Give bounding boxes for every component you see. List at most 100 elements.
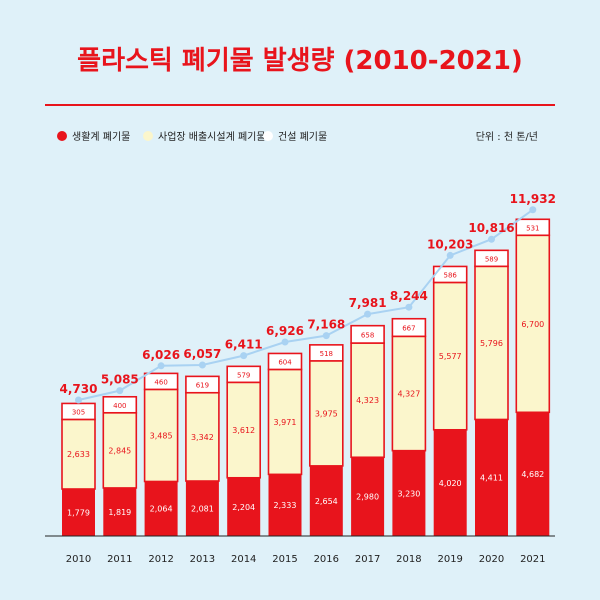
bar-segment-1-2021 [515, 234, 551, 414]
value-label-2-2017: 658 [361, 331, 374, 339]
value-label-1-2016: 3,975 [315, 409, 338, 418]
value-label-0-2014: 2,204 [232, 503, 255, 512]
bar-2021: 4,682 6,700 531 [515, 218, 551, 536]
bar-segment-2-2013 [185, 375, 220, 394]
bar-segment-0-2017 [351, 457, 385, 536]
x-tick-label-2011: 2011 [107, 554, 132, 565]
bar-segment-2-2011 [102, 395, 138, 414]
bar-segment-1-2012 [143, 388, 179, 483]
value-label-1-2012: 3,485 [150, 431, 173, 440]
x-tick-label-2015: 2015 [272, 554, 297, 565]
trend-point-2014 [240, 352, 248, 360]
x-tick-label-2019: 2019 [437, 554, 462, 565]
value-label-1-2010: 2,633 [67, 450, 90, 459]
bar-segment-2-2016 [308, 344, 344, 362]
bar-segment-0-2019 [433, 429, 467, 536]
legend: 생활계 폐기물 사업장 배출시설계 폐기물 건설 폐기물 [57, 130, 327, 143]
value-label-2-2015: 604 [278, 358, 292, 366]
bar-segment-1-2015 [267, 368, 303, 476]
value-label-2-2011: 400 [113, 402, 126, 410]
x-tick-label-2013: 2013 [190, 554, 215, 565]
value-label-0-2012: 2,064 [150, 505, 173, 514]
bar-segment-0-2013 [185, 481, 219, 536]
value-label-0-2020: 4,411 [480, 474, 503, 483]
value-label-0-2021: 4,682 [521, 470, 544, 479]
value-label-0-2010: 1,779 [67, 508, 90, 517]
value-label-2-2021: 531 [526, 224, 539, 232]
bar-segment-0-2016 [309, 465, 343, 536]
trend-point-2015 [281, 338, 289, 346]
bar-segment-0-2021 [516, 412, 550, 536]
total-label-2014: 6,411 [225, 338, 263, 352]
total-label-2019: 10,203 [427, 237, 473, 251]
trend-point-2010 [75, 396, 82, 404]
value-label-0-2016: 2,654 [315, 497, 338, 506]
bar-2019: 4,020 5,577 586 [432, 265, 468, 536]
value-label-0-2017: 2,980 [356, 493, 379, 502]
bar-2015: 2,333 3,971 604 [267, 352, 303, 536]
x-axis: 2010 2011 2012 2013 2014 2015 2016 2017 2018 2019… [45, 535, 555, 565]
bars: 1,7792,6333051,8192,8454002,0643,4854602… [61, 218, 551, 536]
total-label-2010: 4,730 [60, 382, 98, 396]
bar-2020: 4,411 5,796 589 [474, 249, 509, 536]
value-label-0-2015: 2,333 [274, 501, 297, 510]
value-label-2-2019: 586 [444, 271, 458, 279]
bar-2016: 2,654 3,975 518 [308, 344, 344, 536]
bar-segment-0-2010 [62, 488, 95, 536]
x-tick-label-2012: 2012 [148, 554, 173, 565]
total-label-2016: 7,168 [307, 318, 345, 332]
bar-segment-1-2020 [474, 265, 509, 421]
bar-segment-2-2021 [515, 218, 551, 237]
total-label-2020: 10,816 [468, 221, 514, 235]
bar-segment-1-2010 [61, 418, 96, 490]
value-label-1-2013: 3,342 [191, 433, 214, 442]
trend-point-2021 [529, 206, 537, 214]
bar-2013: 2,081 3,342 619 [185, 375, 220, 536]
bar-2018: 3,230 4,327 667 [391, 317, 427, 536]
trend-point-2017 [364, 310, 372, 318]
x-tick-label-2021: 2021 [520, 554, 545, 565]
bar-segment-0-2014 [227, 477, 261, 536]
bar-2010: 1,779 2,633 305 [61, 402, 96, 536]
value-label-2-2016: 518 [320, 350, 333, 358]
title-divider [45, 104, 555, 106]
bar-segment-2-2020 [474, 249, 509, 268]
bar-segment-2-2015 [267, 352, 303, 371]
legend-label-1: 사업장 배출시설계 폐기물 [158, 130, 266, 143]
chart-title: 플라스틱 폐기물 발생량 (2010-2021) [77, 46, 523, 76]
trend-polyline [78, 208, 534, 402]
bar-segment-2-2012 [143, 372, 179, 391]
value-label-0-2011: 1,819 [108, 508, 131, 517]
bar-segment-0-2012 [144, 481, 178, 536]
bar-segment-1-2018 [391, 335, 427, 452]
value-label-1-2021: 6,700 [521, 320, 544, 329]
bar-2012: 2,064 3,485 460 [143, 372, 179, 536]
trend-point-2012 [157, 362, 165, 370]
x-tick-label-2020: 2020 [479, 554, 504, 565]
value-label-2-2020: 589 [485, 255, 498, 263]
trend-point-2018 [405, 303, 413, 311]
value-label-1-2020: 5,796 [480, 339, 503, 348]
value-label-2-2014: 579 [237, 371, 250, 379]
total-label-2018: 8,244 [390, 289, 428, 303]
trend-point-2020 [488, 235, 495, 243]
bar-segment-1-2014 [226, 381, 261, 479]
legend-swatch-2 [263, 131, 273, 141]
total-label-2015: 6,926 [266, 324, 304, 338]
value-label-1-2019: 5,577 [439, 352, 462, 361]
trend-point-2011 [116, 387, 124, 395]
value-label-1-2018: 4,327 [397, 390, 420, 399]
bar-segment-2-2019 [432, 265, 468, 284]
value-label-2-2013: 619 [196, 382, 209, 390]
x-tick-label-2017: 2017 [355, 554, 380, 565]
bar-segment-2-2017 [350, 324, 385, 344]
value-label-2-2010: 305 [72, 408, 85, 416]
total-label-2012: 6,026 [142, 348, 180, 362]
value-label-0-2018: 3,230 [397, 489, 420, 498]
value-label-0-2019: 4,020 [439, 479, 462, 488]
bar-segment-0-2011 [103, 487, 137, 536]
trend-point-2013 [198, 361, 206, 369]
value-label-1-2017: 4,323 [356, 396, 379, 405]
